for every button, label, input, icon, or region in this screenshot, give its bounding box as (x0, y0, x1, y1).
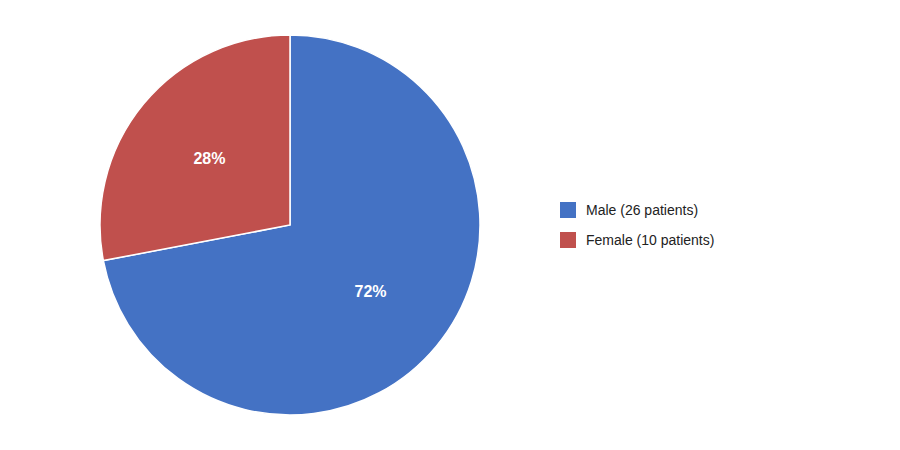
data-label: 72% (355, 283, 387, 300)
legend: Male (26 patients) Female (10 patients) (560, 202, 714, 248)
pie (100, 35, 480, 415)
legend-item: Male (26 patients) (560, 202, 698, 218)
data-label: 28% (193, 150, 225, 167)
legend-label: Male (26 patients) (586, 202, 698, 218)
legend-item: Female (10 patients) (560, 232, 714, 248)
legend-swatch (560, 232, 576, 248)
legend-swatch (560, 202, 576, 218)
pie-slice (100, 35, 290, 261)
data-labels: 72% 28% (193, 150, 386, 300)
chart: 72% 28% Male (26 patients) Female (10 patie… (0, 0, 900, 450)
legend-label: Female (10 patients) (586, 232, 714, 248)
